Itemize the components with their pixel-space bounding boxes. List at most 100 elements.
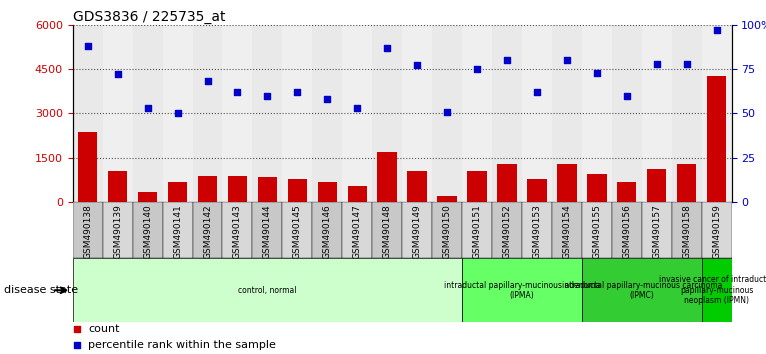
Text: GSM490153: GSM490153	[532, 205, 542, 259]
Text: intraductal papillary-mucinous carcinoma
(IPMC): intraductal papillary-mucinous carcinoma…	[561, 281, 722, 300]
Point	[620, 93, 633, 98]
Point	[710, 27, 722, 33]
Bar	[253, 202, 283, 258]
Bar	[78, 132, 97, 202]
Bar	[707, 76, 726, 202]
Bar	[492, 202, 522, 258]
Bar	[702, 258, 732, 322]
Bar	[462, 258, 582, 322]
Bar	[348, 187, 367, 202]
Bar	[582, 25, 612, 202]
Text: GDS3836 / 225735_at: GDS3836 / 225735_at	[73, 10, 225, 24]
Point	[82, 43, 94, 49]
Point	[172, 110, 184, 116]
Bar	[162, 202, 192, 258]
Bar	[552, 202, 582, 258]
Bar	[287, 179, 307, 202]
Bar	[432, 25, 462, 202]
Bar	[283, 202, 313, 258]
Text: GSM490156: GSM490156	[622, 205, 631, 259]
Bar	[402, 25, 432, 202]
Bar	[408, 171, 427, 202]
Bar	[617, 182, 637, 202]
Bar	[587, 175, 607, 202]
Bar	[642, 202, 672, 258]
Bar	[192, 202, 222, 258]
Text: GSM490143: GSM490143	[233, 205, 242, 259]
Bar	[342, 25, 372, 202]
Bar	[313, 25, 342, 202]
Bar	[432, 202, 462, 258]
Text: GSM490150: GSM490150	[443, 205, 452, 259]
Bar	[467, 171, 486, 202]
Bar	[192, 25, 222, 202]
Bar	[497, 164, 517, 202]
Bar	[313, 202, 342, 258]
Text: GSM490149: GSM490149	[413, 205, 421, 259]
Text: intraductal papillary-mucinous adenoma
(IPMA): intraductal papillary-mucinous adenoma (…	[444, 281, 600, 300]
Bar	[582, 258, 702, 322]
Point	[411, 63, 424, 68]
Text: GSM490138: GSM490138	[83, 205, 92, 259]
Bar	[462, 202, 492, 258]
Text: GSM490140: GSM490140	[143, 205, 152, 259]
Bar	[462, 25, 492, 202]
Bar	[527, 179, 547, 202]
Bar	[437, 196, 457, 202]
Text: control, normal: control, normal	[238, 286, 296, 295]
Bar	[138, 192, 157, 202]
Text: GSM490152: GSM490152	[502, 205, 512, 259]
Bar	[642, 25, 672, 202]
Bar	[283, 25, 313, 202]
Bar	[133, 202, 162, 258]
Point	[293, 282, 305, 288]
Bar	[228, 176, 247, 202]
Text: GSM490155: GSM490155	[592, 205, 601, 259]
Bar	[372, 25, 402, 202]
Bar	[103, 25, 133, 202]
Bar	[702, 25, 732, 202]
Bar	[647, 169, 666, 202]
Bar	[612, 25, 642, 202]
Point	[561, 57, 573, 63]
Bar	[198, 176, 218, 202]
Bar	[582, 202, 612, 258]
Text: percentile rank within the sample: percentile rank within the sample	[88, 340, 276, 350]
Bar	[522, 25, 552, 202]
Bar	[552, 25, 582, 202]
Text: GSM490157: GSM490157	[652, 205, 661, 259]
Bar	[557, 164, 577, 202]
Bar	[672, 25, 702, 202]
Bar	[222, 25, 253, 202]
Point	[650, 61, 663, 67]
Bar	[702, 202, 732, 258]
Text: GSM490151: GSM490151	[473, 205, 482, 259]
Text: GSM490141: GSM490141	[173, 205, 182, 259]
Text: GSM490148: GSM490148	[383, 205, 391, 259]
Text: GSM490142: GSM490142	[203, 205, 212, 259]
Bar	[253, 25, 283, 202]
Text: count: count	[88, 324, 119, 334]
Text: GSM490146: GSM490146	[322, 205, 332, 259]
Point	[321, 96, 333, 102]
Point	[201, 79, 214, 84]
Bar	[73, 258, 462, 322]
Point	[231, 89, 244, 95]
Point	[591, 70, 603, 75]
Bar	[402, 202, 432, 258]
Bar	[73, 202, 103, 258]
Text: GSM490144: GSM490144	[263, 205, 272, 259]
Point	[441, 109, 453, 114]
Bar	[492, 25, 522, 202]
Bar	[612, 202, 642, 258]
Point	[501, 57, 513, 63]
Point	[293, 141, 305, 146]
Text: GSM490139: GSM490139	[113, 205, 123, 259]
Point	[351, 105, 363, 111]
Point	[531, 89, 543, 95]
Bar	[108, 171, 127, 202]
Point	[142, 105, 154, 111]
Text: disease state: disease state	[4, 285, 78, 295]
Bar	[257, 177, 277, 202]
Point	[381, 45, 393, 51]
